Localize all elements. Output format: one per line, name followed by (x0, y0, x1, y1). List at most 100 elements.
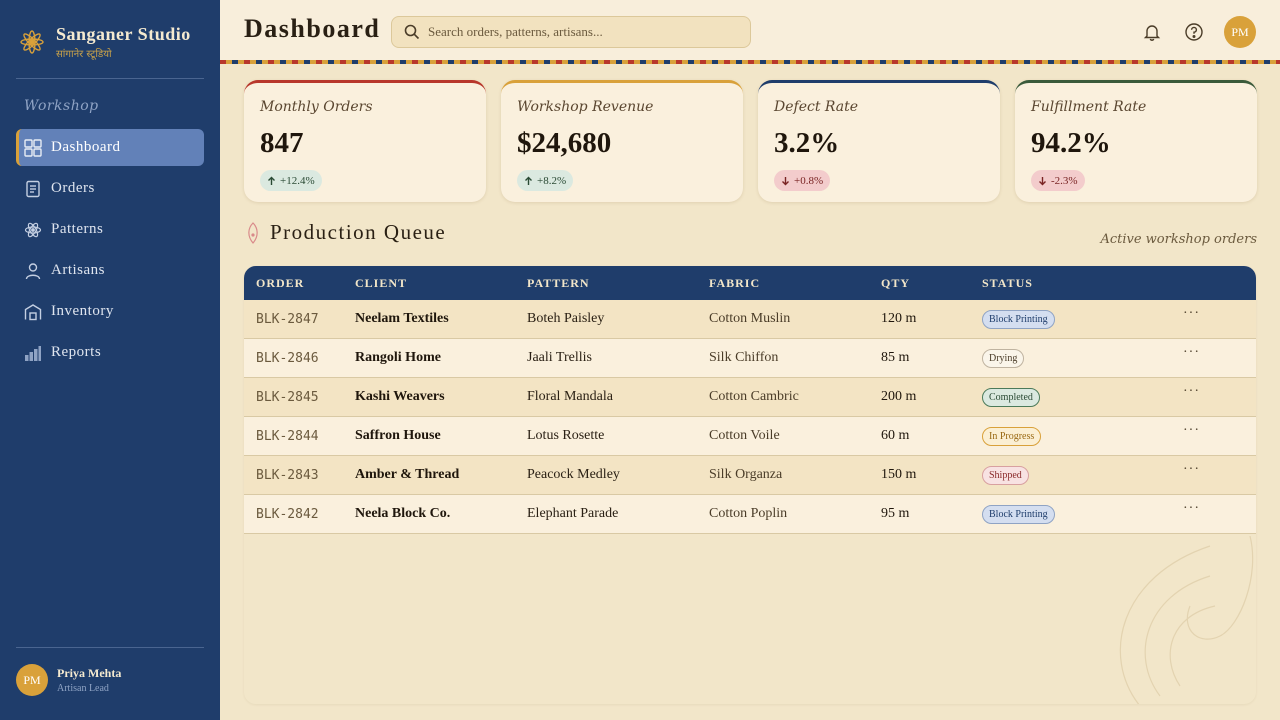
stat-card-monthly-orders[interactable]: Monthly Orders 847 +12.4% (244, 80, 486, 202)
stat-label: Fulfillment Rate (1031, 99, 1147, 115)
table-row[interactable]: BLK-2842 Neela Block Co. Elephant Parade… (244, 495, 1256, 534)
section-title: Production Queue (270, 220, 447, 244)
sidebar-divider (16, 647, 204, 648)
brand-subtitle: सांगानेर स्टूडियो (56, 49, 112, 60)
brand-name: Sanganer Studio (56, 24, 191, 44)
sidebar-nav: Dashboard Orders Patterns Artisans Inven… (16, 129, 204, 375)
header-avatar[interactable]: PM (1224, 16, 1256, 48)
stat-card-defect-rate[interactable]: Defect Rate 3.2% +0.8% (758, 80, 1000, 202)
client-name: Neelam Textiles (355, 311, 449, 326)
production-queue-table: ORDER CLIENT PATTERN FABRIC QTY STATUS B… (244, 266, 1256, 704)
user-profile[interactable]: PM Priya Mehta Artisan Lead (16, 664, 121, 696)
table-row[interactable]: BLK-2847 Neelam Textiles Boteh Paisley C… (244, 300, 1256, 339)
column-header-order[interactable]: ORDER (256, 275, 305, 290)
stat-card-workshop-revenue[interactable]: Workshop Revenue $24,680 +8.2% (501, 80, 743, 202)
sidebar: Sanganer Studio सांगानेर स्टूडियो Worksh… (0, 0, 220, 720)
fabric-name: Silk Chiffon (709, 350, 779, 365)
pattern-name: Boteh Paisley (527, 311, 605, 326)
status-badge: Drying (982, 348, 1025, 368)
order-id: BLK-2846 (256, 350, 319, 366)
sidebar-item-inventory[interactable]: Inventory (16, 293, 204, 330)
column-header-status[interactable]: STATUS (982, 275, 1033, 290)
client-name: Neela Block Co. (355, 506, 451, 521)
table-row[interactable]: BLK-2846 Rangoli Home Jaali Trellis Silk… (244, 339, 1256, 378)
more-actions-button[interactable]: ··· (1183, 306, 1200, 321)
column-header-pattern[interactable]: PATTERN (527, 275, 590, 290)
column-header-fabric[interactable]: FABRIC (709, 275, 761, 290)
status-badge: In Progress (982, 426, 1042, 446)
more-actions-button[interactable]: ··· (1183, 423, 1200, 438)
pattern-name: Jaali Trellis (527, 350, 592, 365)
user-name: Priya Mehta (57, 666, 122, 680)
column-header-qty[interactable]: QTY (881, 275, 911, 290)
paisley-watermark-icon (1119, 536, 1254, 704)
more-actions-button[interactable]: ··· (1183, 462, 1200, 477)
table-row[interactable]: BLK-2844 Saffron House Lotus Rosette Cot… (244, 417, 1256, 456)
order-id: BLK-2842 (256, 506, 319, 522)
sidebar-item-dashboard[interactable]: Dashboard (16, 129, 204, 166)
stat-change: -2.3% (1051, 174, 1078, 187)
more-actions-button[interactable]: ··· (1183, 501, 1200, 516)
more-actions-button[interactable]: ··· (1183, 345, 1200, 360)
column-header-client[interactable]: CLIENT (355, 275, 408, 290)
stat-change-badge: +8.2% (517, 170, 574, 191)
grid-icon (24, 138, 42, 157)
arrow-up-icon (268, 176, 275, 185)
pattern-name: Floral Mandala (527, 389, 613, 404)
help-icon[interactable] (1184, 22, 1204, 42)
client-name: Kashi Weavers (355, 389, 445, 404)
order-id: BLK-2847 (256, 311, 319, 327)
stat-label: Monthly Orders (260, 99, 373, 115)
table-row[interactable]: BLK-2843 Amber & Thread Peacock Medley S… (244, 456, 1256, 495)
stat-value: 847 (260, 127, 304, 159)
decorative-stripe (220, 60, 1280, 64)
sidebar-item-patterns[interactable]: Patterns (16, 211, 204, 248)
fabric-name: Cotton Voile (709, 428, 780, 443)
document-icon (26, 180, 40, 197)
warehouse-icon (24, 303, 42, 320)
stat-value: 94.2% (1031, 127, 1111, 159)
search-box[interactable] (391, 16, 751, 48)
stat-change-badge: -2.3% (1031, 170, 1085, 191)
quantity: 200 m (881, 389, 917, 404)
sidebar-item-reports[interactable]: Reports (16, 334, 204, 371)
search-input[interactable] (428, 24, 728, 40)
status-badge: Shipped (982, 465, 1029, 485)
status-badge: Completed (982, 387, 1040, 407)
quantity: 120 m (881, 311, 917, 326)
stat-label: Defect Rate (774, 99, 859, 115)
table-row[interactable]: BLK-2845 Kashi Weavers Floral Mandala Co… (244, 378, 1256, 417)
person-icon (25, 262, 41, 279)
fabric-name: Silk Organza (709, 467, 783, 482)
search-icon (404, 24, 420, 40)
client-name: Saffron House (355, 428, 441, 443)
pattern-name: Peacock Medley (527, 467, 620, 482)
status-badge: Block Printing (982, 504, 1055, 524)
sidebar-item-label: Patterns (51, 221, 104, 237)
order-id: BLK-2844 (256, 428, 319, 444)
stat-change-badge: +12.4% (260, 170, 322, 191)
stat-change: +0.8% (794, 174, 824, 187)
quantity: 85 m (881, 350, 910, 365)
stat-card-fulfillment-rate[interactable]: Fulfillment Rate 94.2% -2.3% (1015, 80, 1257, 202)
client-name: Rangoli Home (355, 350, 441, 365)
sidebar-item-orders[interactable]: Orders (16, 170, 204, 207)
user-role: Artisan Lead (57, 683, 109, 694)
pattern-name: Lotus Rosette (527, 428, 605, 443)
pattern-name: Elephant Parade (527, 506, 619, 521)
bell-icon[interactable] (1142, 22, 1162, 42)
fabric-name: Cotton Muslin (709, 311, 791, 326)
section-label: Workshop (24, 98, 99, 114)
more-actions-button[interactable]: ··· (1183, 384, 1200, 399)
client-name: Amber & Thread (355, 467, 460, 482)
brand[interactable]: Sanganer Studio सांगानेर स्टूडियो (18, 24, 191, 60)
arrow-down-icon (1039, 176, 1046, 185)
page-title: Dashboard (244, 14, 381, 43)
table-body: BLK-2847 Neelam Textiles Boteh Paisley C… (244, 300, 1256, 534)
stat-value: $24,680 (517, 127, 612, 159)
sidebar-item-artisans[interactable]: Artisans (16, 252, 204, 289)
fabric-name: Cotton Cambric (709, 389, 799, 404)
arrow-up-icon (525, 176, 532, 185)
order-id: BLK-2845 (256, 389, 319, 405)
sun-motif-icon (20, 30, 44, 54)
